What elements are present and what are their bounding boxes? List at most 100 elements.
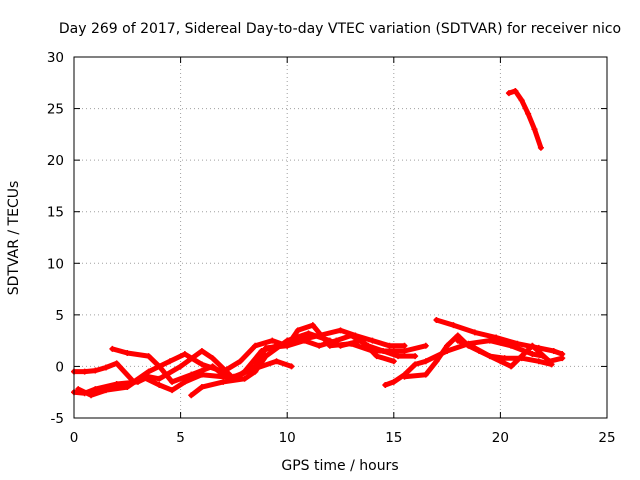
data-point xyxy=(518,355,525,362)
x-tick-label: 0 xyxy=(70,430,79,446)
data-point xyxy=(454,337,461,344)
data-point xyxy=(181,378,188,385)
data-point xyxy=(386,342,393,349)
series-line xyxy=(109,327,407,385)
data-point xyxy=(177,363,184,370)
series-track-8 xyxy=(433,317,566,358)
data-point xyxy=(102,364,109,371)
data-point xyxy=(412,353,419,360)
data-point xyxy=(209,363,216,370)
data-point xyxy=(422,371,429,378)
y-tick-label: 20 xyxy=(47,153,64,169)
data-point xyxy=(113,380,120,387)
data-point xyxy=(124,384,131,391)
data-point xyxy=(529,351,536,358)
series-track-4 xyxy=(75,358,295,399)
data-point xyxy=(252,342,259,349)
data-point xyxy=(188,392,195,399)
data-point xyxy=(550,347,557,354)
data-point xyxy=(198,361,205,368)
y-tick-label: -5 xyxy=(51,411,64,427)
series-track-5 xyxy=(188,330,397,399)
chart-title: Day 269 of 2017, Sidereal Day-to-day VTE… xyxy=(59,21,621,37)
data-point xyxy=(512,88,519,95)
data-point xyxy=(412,361,419,368)
data-point xyxy=(169,387,176,394)
data-point xyxy=(198,347,205,354)
data-point xyxy=(181,351,188,358)
data-point xyxy=(326,342,333,349)
data-point xyxy=(209,355,216,362)
y-tick-label: 15 xyxy=(47,205,64,221)
data-point xyxy=(237,358,244,365)
x-tick-label: 15 xyxy=(385,430,402,446)
series-track-9 xyxy=(454,337,555,368)
y-tick-label: 30 xyxy=(47,50,64,66)
data-point xyxy=(156,375,163,382)
data-point xyxy=(559,351,566,358)
data-point xyxy=(390,347,397,354)
x-tick-label: 5 xyxy=(176,430,185,446)
data-point xyxy=(395,353,402,360)
data-point xyxy=(358,337,365,344)
data-point xyxy=(454,332,461,339)
series-track-10 xyxy=(505,88,544,151)
data-point xyxy=(337,342,344,349)
data-point xyxy=(373,353,380,360)
data-point xyxy=(166,358,173,365)
data-point xyxy=(88,392,95,399)
data-point xyxy=(535,344,542,351)
data-point xyxy=(156,381,163,388)
data-point xyxy=(284,337,291,344)
data-point xyxy=(337,327,344,334)
data-point xyxy=(316,342,323,349)
data-point xyxy=(198,384,205,391)
data-point xyxy=(169,378,176,385)
data-point xyxy=(241,375,248,382)
data-point xyxy=(401,347,408,354)
data-point xyxy=(156,363,163,370)
data-point xyxy=(505,90,512,97)
data-point xyxy=(518,97,525,104)
data-point xyxy=(537,144,544,151)
data-point xyxy=(220,373,227,380)
data-point xyxy=(124,350,131,357)
data-point xyxy=(269,337,276,344)
data-point xyxy=(305,330,312,337)
data-point xyxy=(288,363,295,370)
y-tick-label: 10 xyxy=(47,256,64,272)
series-group xyxy=(71,88,566,399)
data-point xyxy=(75,386,82,393)
data-point xyxy=(145,368,152,375)
y-tick-label: 25 xyxy=(47,102,64,118)
series-line xyxy=(75,358,294,398)
data-point xyxy=(486,353,493,360)
data-point xyxy=(422,358,429,365)
data-point xyxy=(444,342,451,349)
y-tick-label: 5 xyxy=(55,308,64,324)
axis-ticks: 0 5 10 15 20 25 -5 0 5 10 15 20 25 30 xyxy=(47,50,616,446)
data-point xyxy=(258,347,265,354)
data-point xyxy=(198,371,205,378)
series-line xyxy=(506,88,544,151)
data-point xyxy=(92,386,99,393)
data-point xyxy=(139,373,146,380)
y-tick-label: 0 xyxy=(55,359,64,375)
data-point xyxy=(401,342,408,349)
data-point xyxy=(486,337,493,344)
data-point xyxy=(113,360,120,367)
data-point xyxy=(535,358,542,365)
data-point xyxy=(531,126,538,133)
data-point xyxy=(401,373,408,380)
data-point xyxy=(390,378,397,385)
data-point xyxy=(514,340,521,347)
data-point xyxy=(508,363,515,370)
data-point xyxy=(493,334,500,341)
plot-frame xyxy=(73,56,608,419)
y-axis-label: SDTVAR / TECUs xyxy=(6,181,22,296)
data-point xyxy=(326,337,333,344)
data-point xyxy=(433,317,440,324)
x-tick-label: 10 xyxy=(279,430,296,446)
x-axis-label: GPS time / hours xyxy=(281,458,398,474)
